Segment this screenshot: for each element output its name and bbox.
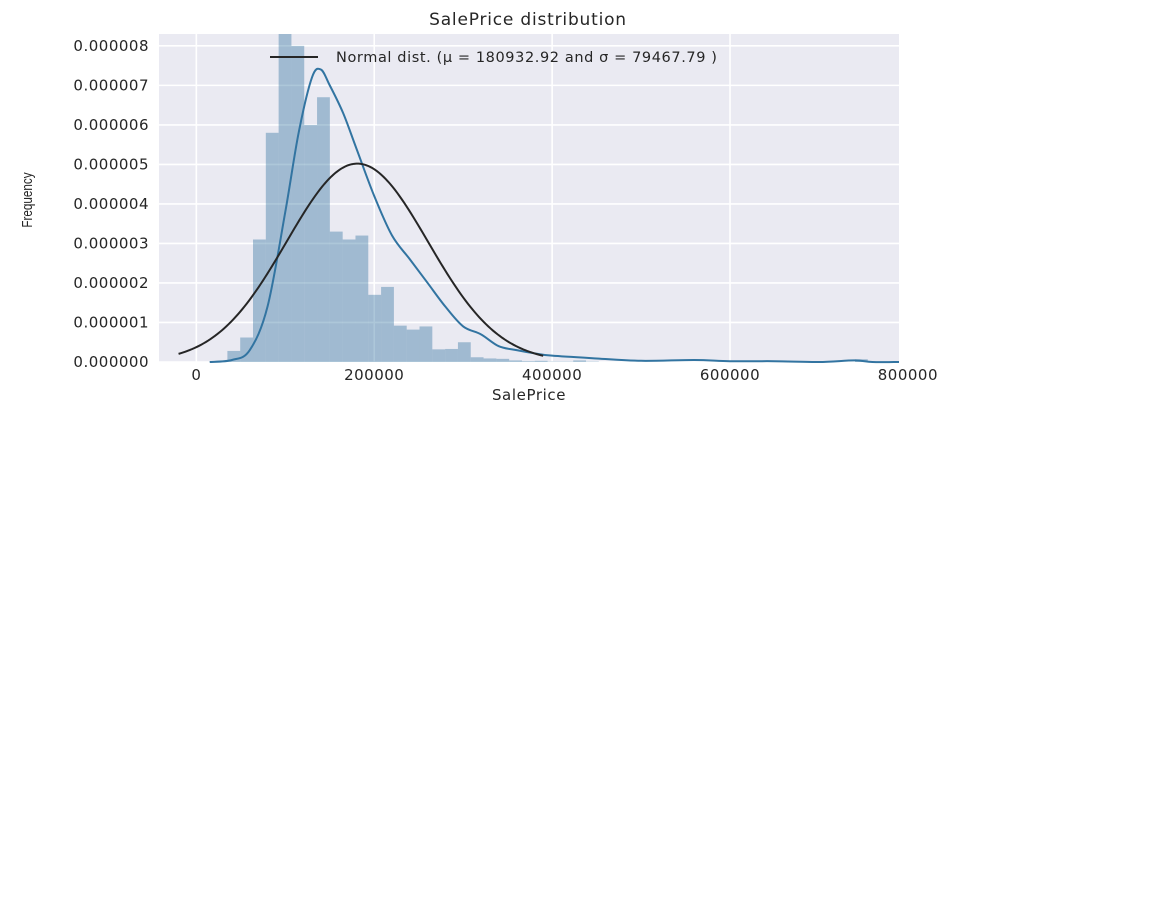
histogram-bar [484,358,497,362]
histogram-bar [420,326,433,362]
y-tick-label: 0.000003 [73,234,149,252]
histogram-bar [368,295,381,362]
chart-title: SalePrice distribution [429,10,627,30]
histogram-bar [522,361,535,362]
x-tick-label: 800000 [878,366,938,384]
histogram-bar [381,287,394,362]
histogram-bar [279,34,292,362]
histogram-bar [330,232,343,362]
y-tick-label: 0.000006 [73,116,149,134]
histogram-bar [458,342,471,362]
legend: Normal dist. (μ = 180932.92 and σ = 7946… [270,50,718,66]
y-tick-label: 0.000000 [73,353,149,371]
y-tick-label: 0.000004 [73,195,149,213]
legend-label: Normal dist. (μ = 180932.92 and σ = 7946… [336,50,718,66]
x-tick-label: 400000 [522,366,582,384]
y-tick-label: 0.000007 [73,76,149,94]
histogram-bar [304,125,317,362]
histogram-bar [407,330,420,362]
x-tick-label: 600000 [700,366,760,384]
histogram-bar [496,359,509,362]
y-tick-label: 0.000001 [73,313,149,331]
histogram-bar [535,361,548,362]
y-axis-label: Frequency [19,172,36,227]
histogram-bar [394,326,407,362]
x-axis-label: SalePrice [492,386,566,404]
histogram-bar [291,46,304,362]
histogram-bar [471,357,484,362]
histogram-bar [317,97,330,362]
y-tick-label: 0.000008 [73,37,149,55]
histogram-bar [445,349,458,362]
y-tick-label: 0.000005 [73,155,149,173]
histogram-bar [432,349,445,362]
histogram-bar [343,239,356,362]
histogram-bar [509,360,522,362]
x-tick-label: 0 [191,366,201,384]
histogram-bar [355,236,368,362]
x-tick-label: 200000 [344,366,404,384]
histogram-bar [573,360,586,362]
histogram-bar [253,239,266,362]
histogram-bar [266,133,279,362]
y-tick-label: 0.000002 [73,274,149,292]
